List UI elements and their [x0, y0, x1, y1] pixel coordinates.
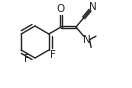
Text: N: N	[83, 35, 90, 45]
Text: O: O	[57, 4, 65, 15]
Text: N: N	[89, 2, 97, 12]
Text: F: F	[50, 50, 56, 60]
Text: F: F	[24, 54, 30, 64]
